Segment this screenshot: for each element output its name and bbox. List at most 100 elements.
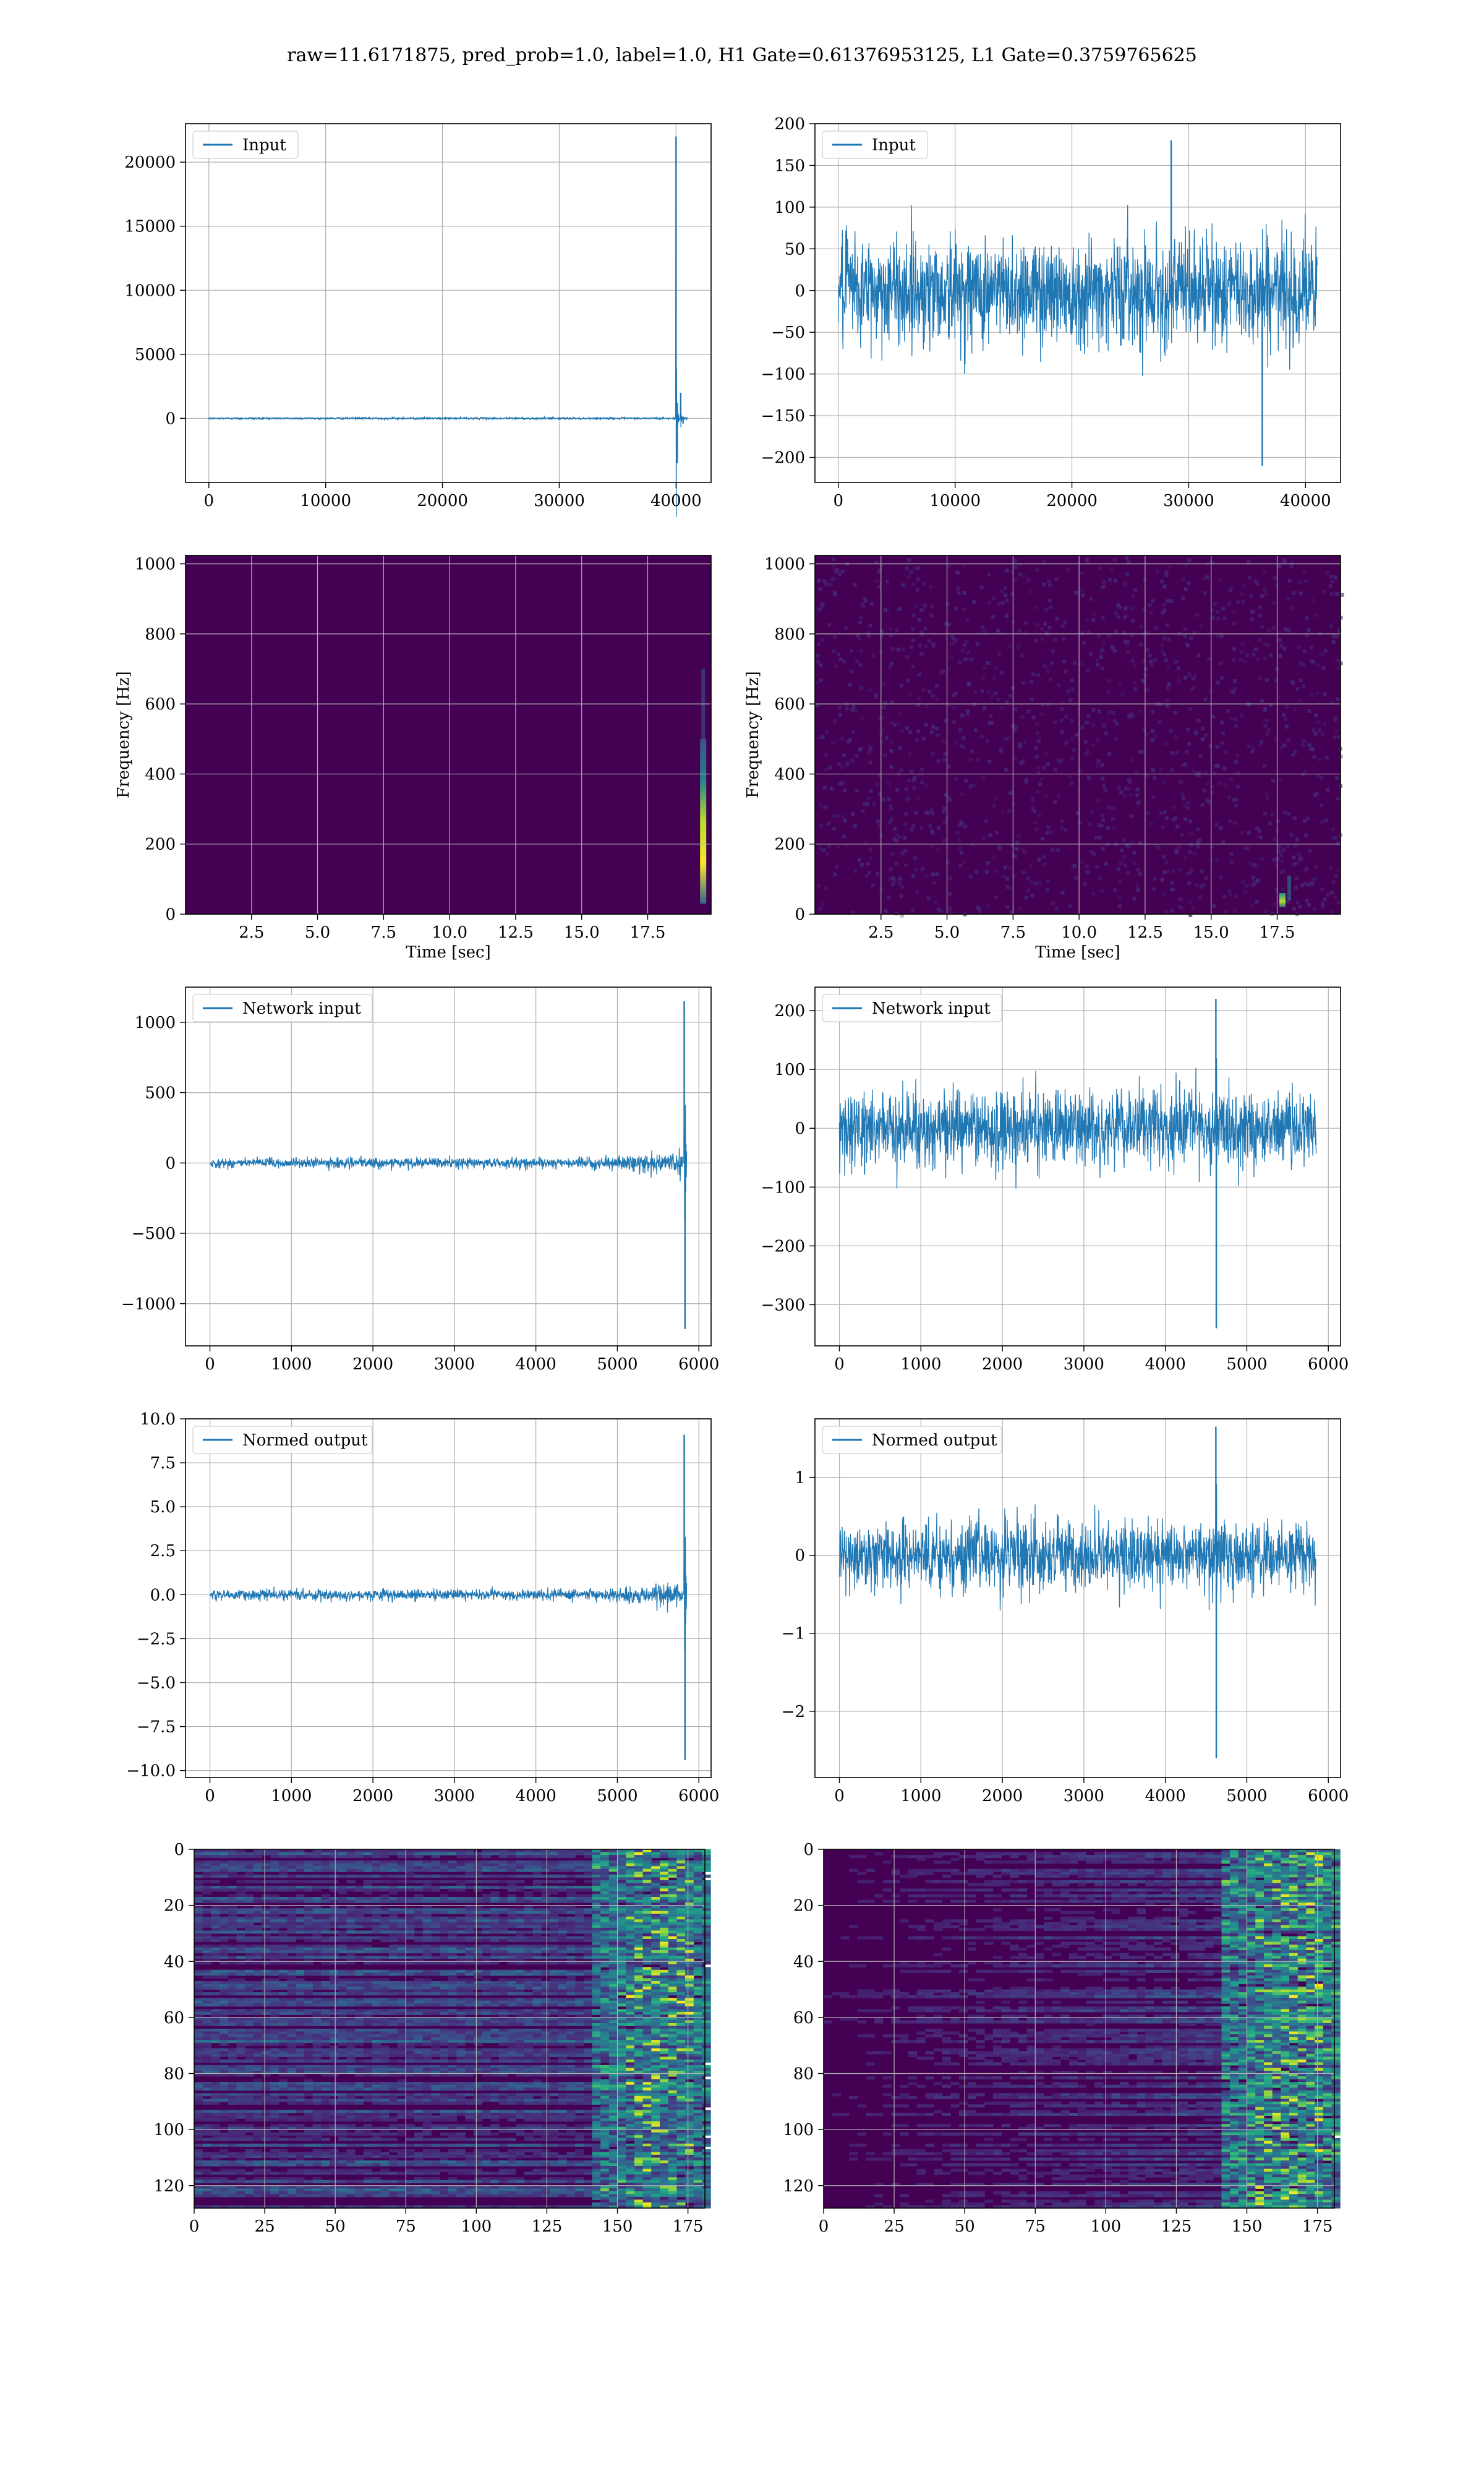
- x-tick-label: 5.0: [934, 923, 960, 942]
- feature-map-cell: [482, 1981, 491, 1985]
- feature-map-cell: [253, 1888, 263, 1892]
- spectrogram-speckle: [982, 631, 986, 635]
- spectrogram-speckle: [858, 747, 862, 751]
- feature-map-cell: [380, 1866, 390, 1870]
- feature-map-cell: [524, 2011, 534, 2015]
- feature-map-cell: [634, 1987, 644, 1990]
- feature-map-cell: [583, 1888, 593, 1892]
- feature-map-cell: [693, 1967, 702, 1971]
- feature-map-cell: [592, 2020, 601, 2024]
- feature-map-cell: [651, 1888, 660, 1892]
- feature-map-cell: [406, 2003, 415, 2007]
- feature-map-cell: [668, 1897, 677, 1901]
- feature-map-cell: [202, 1866, 211, 1870]
- spectrogram-speckle: [1034, 746, 1039, 750]
- spectrogram-speckle: [1192, 677, 1196, 680]
- feature-map-cell: [498, 2031, 508, 2035]
- feature-map-cell: [422, 1852, 432, 1856]
- spectrogram-speckle: [1177, 845, 1182, 849]
- feature-map-cell: [507, 1868, 516, 1872]
- feature-map-cell: [448, 1863, 457, 1867]
- feature-map-cell: [660, 1863, 669, 1867]
- feature-map-cell: [422, 1947, 432, 1951]
- spectrogram-speckle: [1013, 577, 1018, 581]
- feature-map-cell: [642, 2009, 652, 2013]
- feature-map-cell: [312, 2014, 322, 2018]
- feature-map-cell: [600, 1984, 610, 1987]
- spectrogram-speckle: [1303, 769, 1308, 774]
- spectrogram-speckle: [957, 823, 962, 828]
- feature-map-cell: [220, 1919, 229, 1923]
- spectrogram-speckle: [1151, 737, 1155, 742]
- feature-map-cell: [490, 1998, 500, 2001]
- feature-map-cell: [448, 2011, 457, 2015]
- feature-map-cell: [685, 1908, 694, 1912]
- feature-map-cell: [465, 2000, 474, 2004]
- feature-map-cell: [220, 1899, 229, 1903]
- feature-map-cell: [270, 1863, 279, 1867]
- spectrogram-speckle: [1292, 844, 1297, 848]
- feature-map-cell: [608, 2000, 618, 2004]
- spectrogram-speckle: [970, 657, 974, 662]
- spectrogram-speckle: [1162, 584, 1167, 589]
- feature-map-cell: [592, 1852, 601, 1856]
- feature-map-cell: [270, 1925, 279, 1928]
- feature-map-cell: [473, 1874, 483, 1878]
- spectrogram-speckle: [822, 785, 827, 790]
- spectrogram-speckle: [877, 824, 881, 828]
- feature-map-cell: [473, 1911, 483, 1914]
- feature-map-cell: [498, 1899, 508, 1903]
- feature-map-cell: [668, 2022, 677, 2026]
- feature-map-cell: [397, 2011, 406, 2015]
- feature-map-cell: [660, 1941, 669, 1945]
- feature-map-cell: [431, 2031, 440, 2035]
- spectrogram-speckle: [848, 683, 852, 687]
- feature-map-cell: [685, 1936, 694, 1940]
- spectrogram-speckle: [858, 663, 863, 667]
- feature-map-cell: [397, 1981, 406, 1985]
- feature-map-cell: [558, 1855, 567, 1859]
- feature-map-cell: [245, 1866, 254, 1870]
- feature-map-cell: [253, 1998, 263, 2001]
- spectrogram-speckle: [1131, 714, 1135, 718]
- feature-map-cell: [583, 1885, 593, 1889]
- feature-map-cell: [456, 1925, 466, 1928]
- spectrogram-speckle: [1250, 617, 1254, 622]
- feature-map-cell: [482, 1852, 491, 1856]
- feature-map-cell: [498, 2017, 508, 2021]
- spectrogram-speckle: [1063, 741, 1067, 745]
- x-tick-label: 30000: [534, 492, 585, 510]
- feature-map-cell: [363, 1874, 373, 1878]
- spectrogram-speckle: [1106, 690, 1111, 694]
- feature-map-cell: [541, 2003, 550, 2007]
- feature-map-cell: [406, 1969, 415, 1973]
- feature-map-cell: [516, 2034, 525, 2038]
- feature-map-cell: [346, 1919, 356, 1923]
- feature-map-cell: [558, 1933, 567, 1937]
- spectrogram-speckle: [1107, 678, 1111, 683]
- spectrogram-speckle: [923, 627, 927, 630]
- spectrogram-speckle: [1253, 579, 1258, 583]
- spectrogram-speckle: [855, 659, 859, 664]
- feature-map-cell: [253, 1880, 263, 1883]
- feature-map-cell: [321, 1922, 330, 1925]
- spectrogram-speckle: [1010, 570, 1014, 574]
- feature-map-cell: [676, 1925, 686, 1928]
- feature-map-cell: [660, 1903, 669, 1906]
- feature-map-cell: [456, 1888, 466, 1892]
- feature-map-cell: [507, 2003, 516, 2007]
- spectrogram-speckle: [825, 730, 829, 735]
- feature-map-cell: [490, 1874, 500, 1878]
- feature-map-cell: [651, 1958, 660, 1962]
- spectrogram-speckle: [1266, 643, 1271, 648]
- feature-map-cell: [651, 1998, 660, 2001]
- feature-map-cell: [592, 1941, 601, 1945]
- feature-map-cell: [634, 1930, 644, 1934]
- feature-map-cell: [685, 1897, 694, 1901]
- x-tick-label: 6000: [1308, 1355, 1349, 1374]
- feature-map-cell: [287, 1860, 296, 1864]
- feature-map-cell: [236, 1863, 245, 1867]
- feature-map-cell: [296, 1860, 305, 1864]
- feature-map-cell: [253, 1947, 263, 1951]
- spectrogram-speckle: [975, 641, 979, 646]
